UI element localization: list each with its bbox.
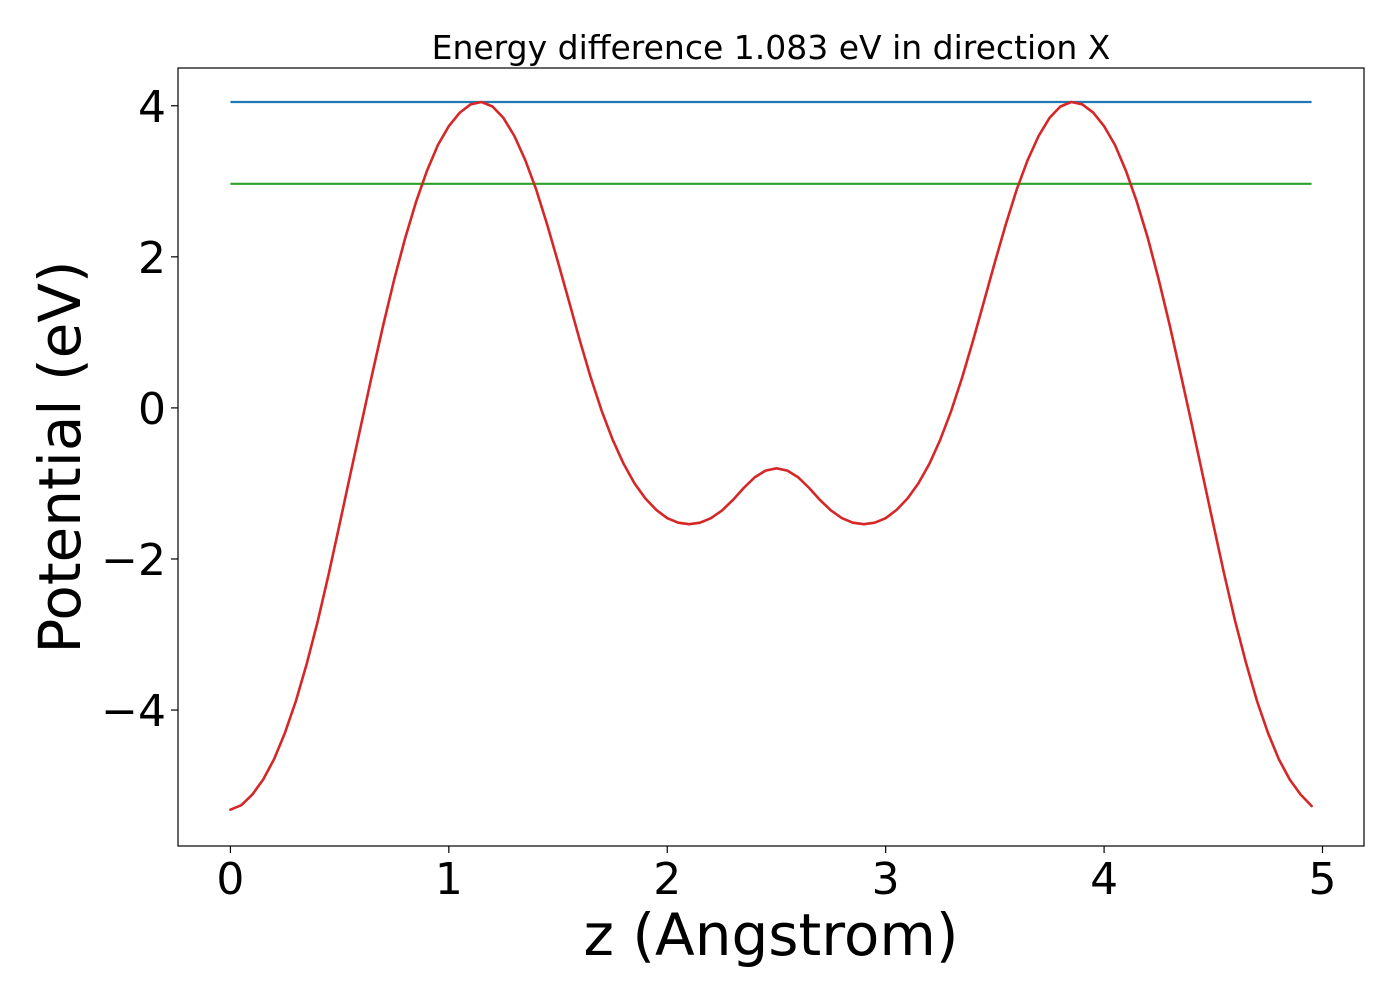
x-tick-label: 5: [1309, 854, 1337, 905]
potential-curve: [229, 100, 1313, 811]
y-tick-label: 0: [138, 384, 166, 435]
x-tick-label: 0: [216, 854, 244, 905]
y-tick-label: 4: [138, 82, 166, 133]
y-axis-label: Potential (eV): [26, 260, 94, 653]
x-tick-label: 2: [653, 854, 681, 905]
y-tick-label: −4: [101, 686, 166, 737]
y-tick-label: −2: [101, 535, 166, 586]
x-axis-ticks: 0 1 2 3 4 5: [216, 846, 1337, 905]
plot-frame: [177, 67, 1365, 847]
x-tick-label: 3: [872, 854, 900, 905]
reference-lines: [230, 100, 1312, 185]
series-group: [229, 100, 1313, 811]
y-tick-label: 2: [138, 233, 166, 284]
x-tick-label: 1: [435, 854, 463, 905]
y-axis-ticks: −4 −2 0 2 4: [101, 82, 178, 737]
chart-title: Energy difference 1.083 eV in direction …: [432, 28, 1111, 67]
x-tick-label: 4: [1090, 854, 1118, 905]
x-axis-label: z (Angstrom): [584, 901, 959, 969]
